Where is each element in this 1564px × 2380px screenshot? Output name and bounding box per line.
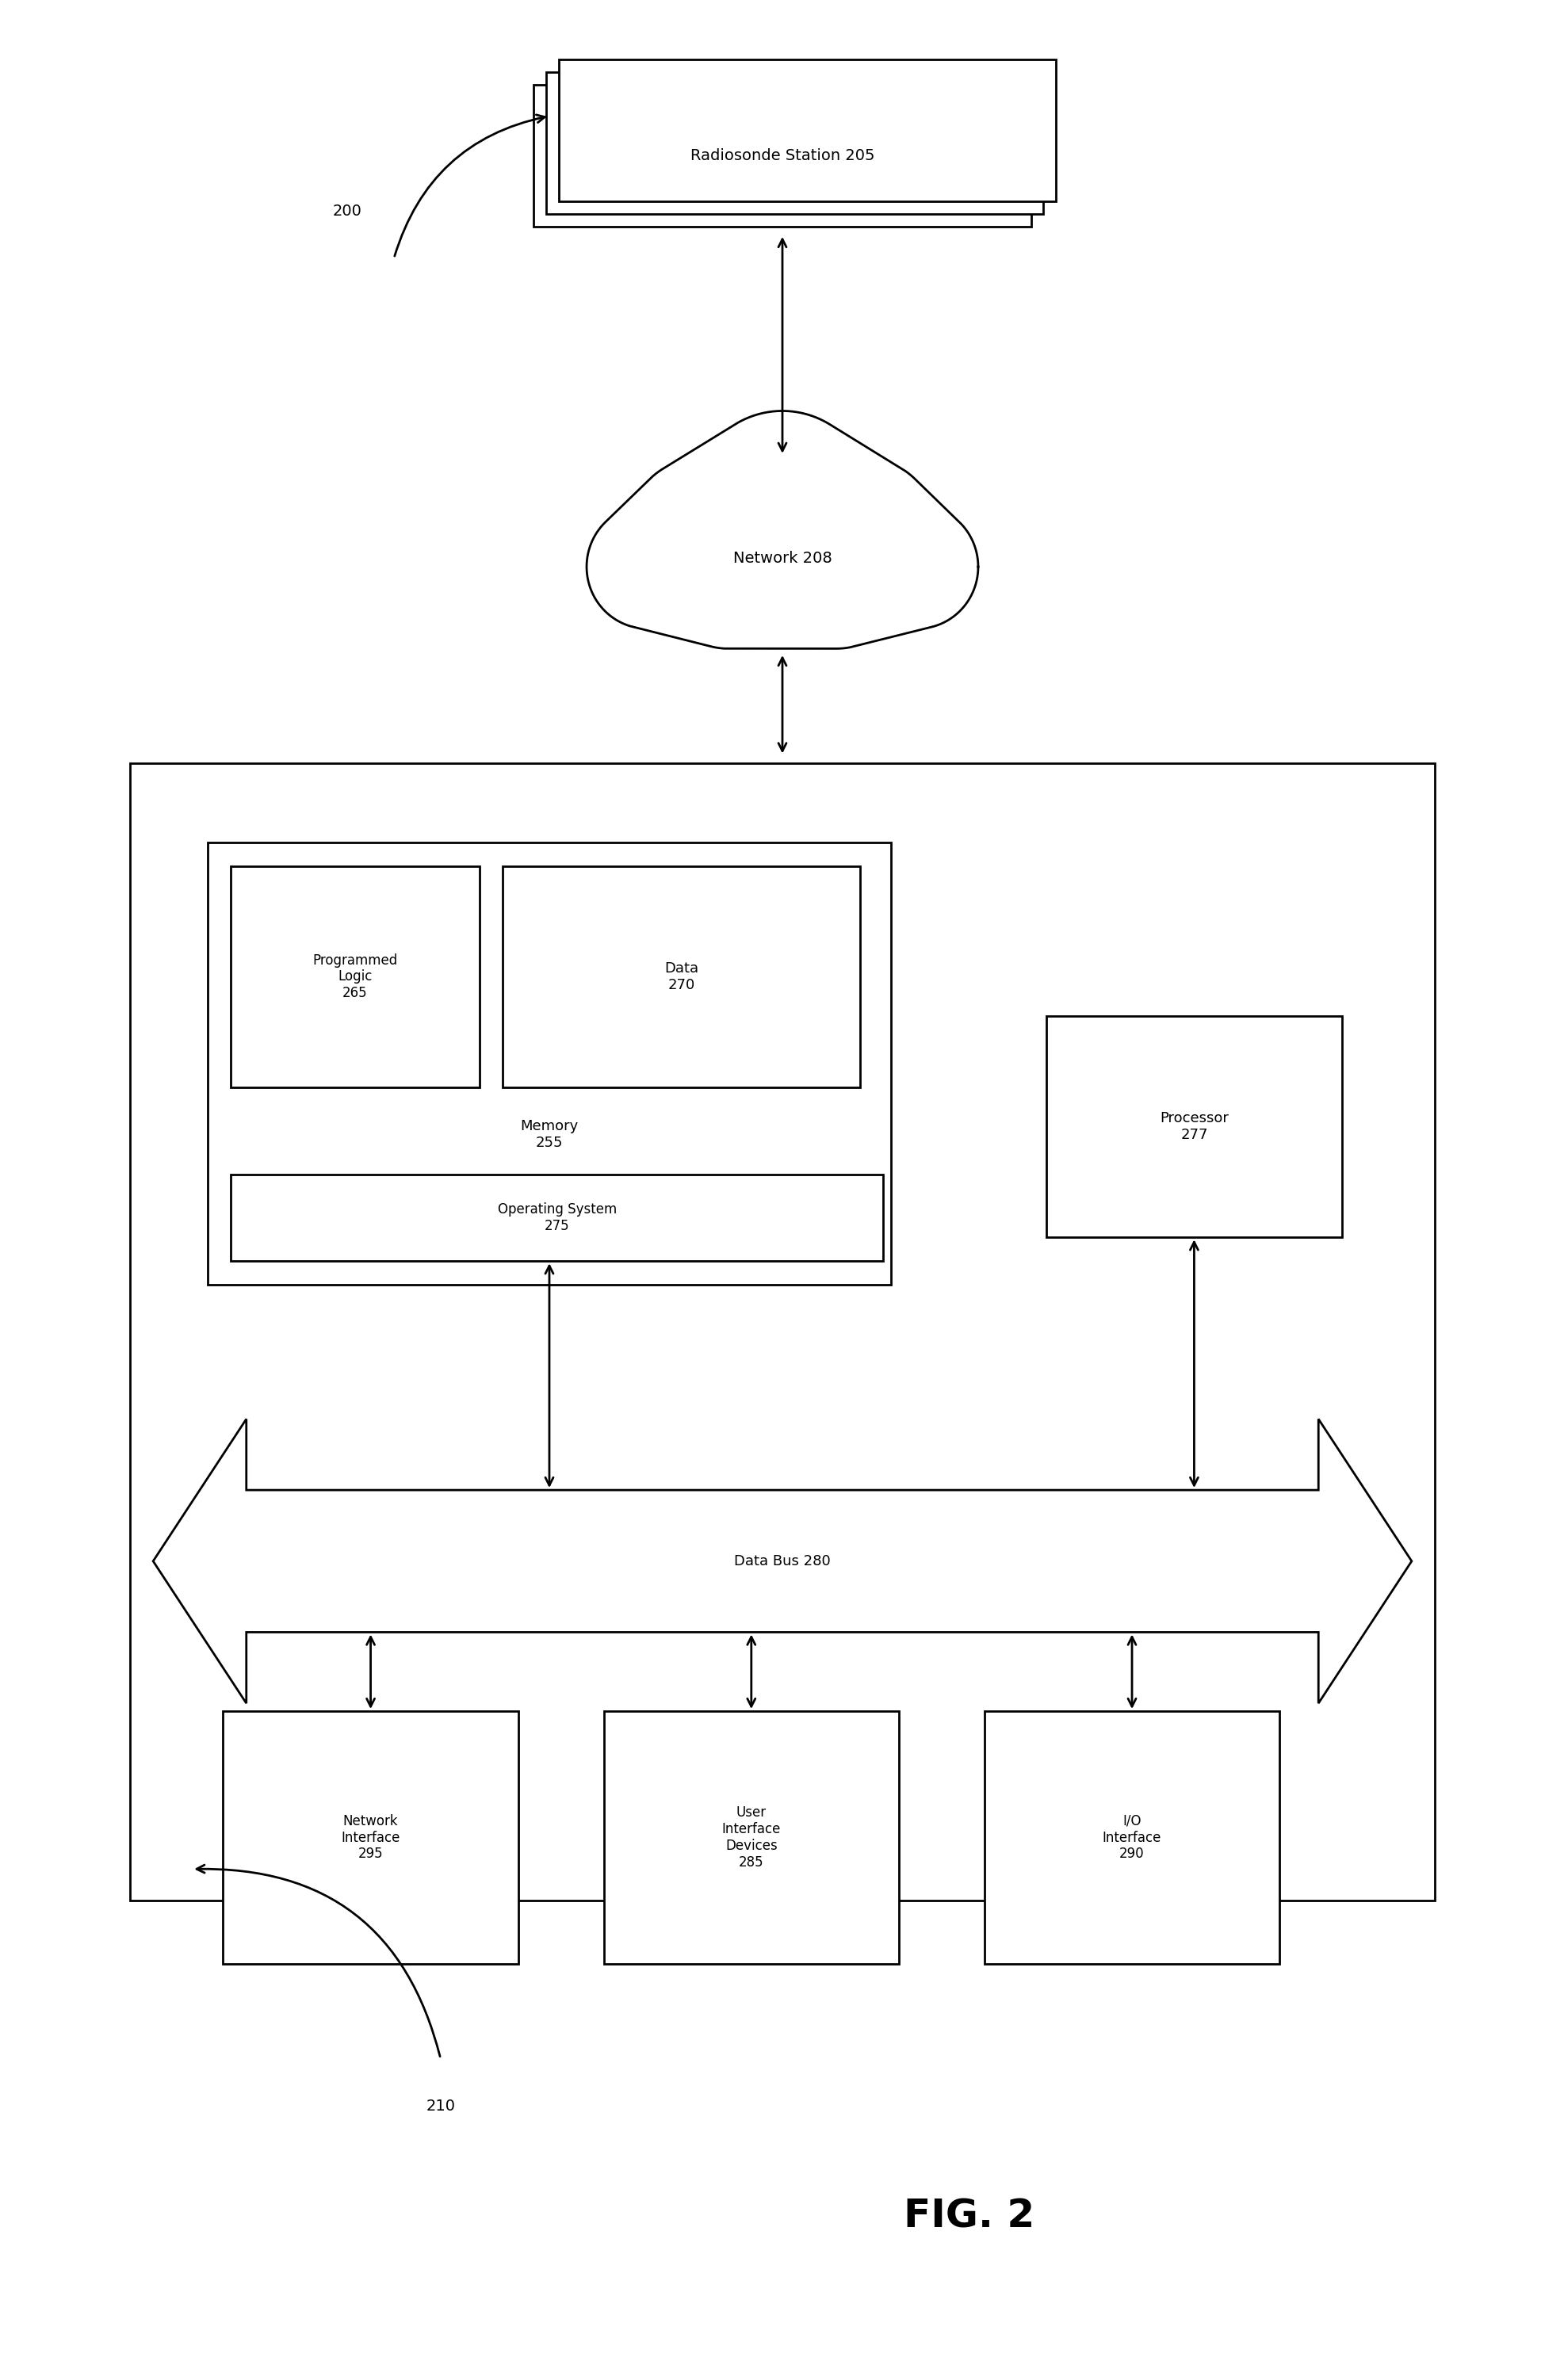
Bar <box>604 1711 898 1963</box>
Bar <box>984 1711 1279 1963</box>
Text: Programmed
Logic
265: Programmed Logic 265 <box>313 952 397 1000</box>
Circle shape <box>586 505 708 628</box>
Bar <box>546 71 1043 214</box>
Text: Operating System
275: Operating System 275 <box>497 1202 616 1233</box>
Bar <box>502 866 860 1088</box>
Text: Processor
277: Processor 277 <box>1159 1111 1228 1142</box>
Text: Network 208: Network 208 <box>732 550 832 566</box>
Bar <box>230 866 479 1088</box>
Text: 210: 210 <box>425 2099 455 2113</box>
Circle shape <box>856 505 977 628</box>
Text: 200: 200 <box>333 202 361 219</box>
Circle shape <box>766 507 906 650</box>
Bar <box>130 764 1434 1902</box>
Text: Radiosonde Station 205: Radiosonde Station 205 <box>690 148 874 164</box>
Polygon shape <box>153 1418 1411 1704</box>
Bar <box>533 83 1031 226</box>
Ellipse shape <box>565 459 999 626</box>
Text: Data
270: Data 270 <box>665 962 698 992</box>
Circle shape <box>658 507 798 650</box>
Bar <box>1046 1016 1340 1238</box>
Text: Network
Interface
295: Network Interface 295 <box>341 1814 400 1861</box>
Bar <box>208 843 891 1285</box>
Text: Data Bus 280: Data Bus 280 <box>734 1554 830 1568</box>
Text: Memory
255: Memory 255 <box>521 1119 579 1150</box>
Circle shape <box>627 459 771 605</box>
Text: FIG. 2: FIG. 2 <box>902 2197 1034 2235</box>
Bar <box>230 1173 884 1261</box>
Polygon shape <box>586 412 977 650</box>
Bar <box>558 60 1056 202</box>
Circle shape <box>691 412 873 597</box>
Bar <box>224 1711 518 1963</box>
Circle shape <box>793 459 937 605</box>
Text: User
Interface
Devices
285: User Interface Devices 285 <box>721 1806 780 1868</box>
Text: I/O
Interface
290: I/O Interface 290 <box>1103 1814 1160 1861</box>
